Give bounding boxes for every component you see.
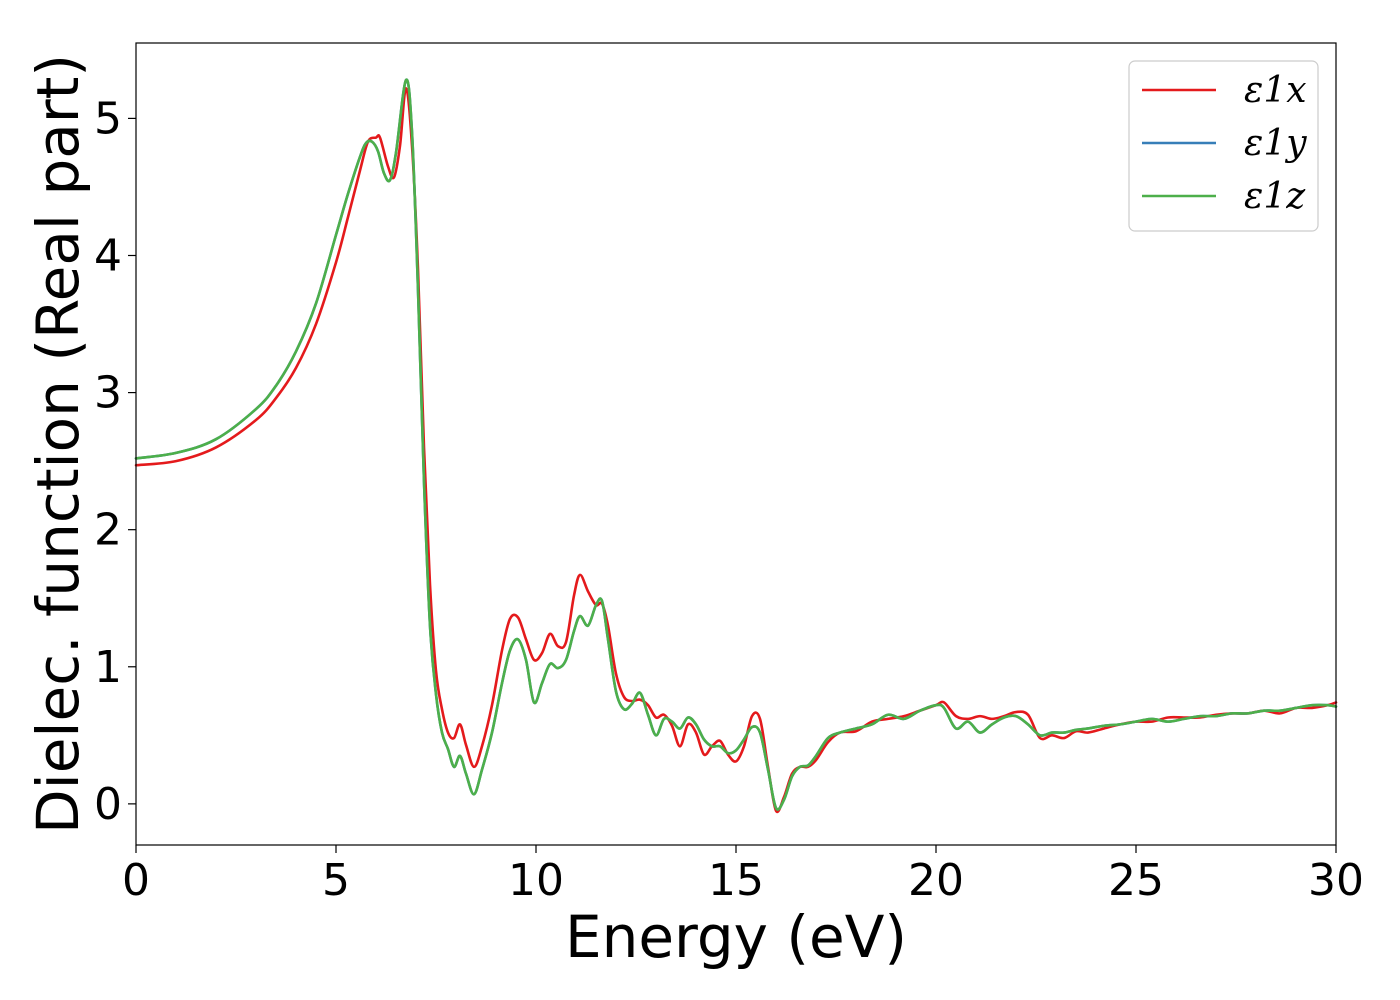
x-axis-ticks: 0 5 10 15 20 25 30 — [122, 845, 1364, 906]
x-tick-label: 10 — [508, 855, 564, 906]
series-layer — [134, 78, 1338, 814]
x-tick-label: 30 — [1308, 855, 1364, 906]
x-axis-title: Energy (eV) — [565, 903, 907, 971]
y-tick-label: 4 — [94, 230, 122, 281]
legend-label-3: ε1z — [1244, 176, 1306, 217]
x-tick-label: 25 — [1108, 855, 1164, 906]
y-tick-label: 3 — [94, 368, 122, 419]
y-axis-ticks: 0 1 2 3 4 5 — [94, 93, 136, 830]
legend-box — [1128, 60, 1319, 232]
legend: ε1x ε1y ε1z — [1128, 60, 1319, 232]
y-axis-title: Dielec. function (Real part) — [24, 54, 92, 834]
legend-label-1: ε1x — [1244, 70, 1307, 111]
y-tick-label: 0 — [94, 779, 122, 830]
y-tick-label: 5 — [94, 93, 122, 144]
series-line-3--1z — [134, 78, 1338, 811]
y-tick-label: 1 — [94, 642, 122, 693]
x-tick-label: 15 — [708, 855, 764, 906]
x-tick-label: 5 — [322, 855, 350, 906]
x-tick-label: 20 — [908, 855, 964, 906]
y-tick-label: 2 — [94, 505, 122, 556]
x-tick-label: 0 — [122, 855, 150, 906]
legend-label-2: ε1y — [1244, 123, 1307, 164]
legend-items: ε1x ε1y ε1z — [1142, 70, 1307, 217]
